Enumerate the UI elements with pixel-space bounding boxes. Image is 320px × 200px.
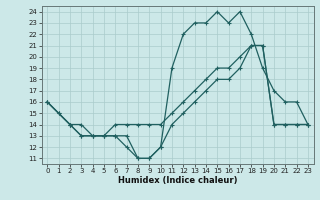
- X-axis label: Humidex (Indice chaleur): Humidex (Indice chaleur): [118, 176, 237, 185]
